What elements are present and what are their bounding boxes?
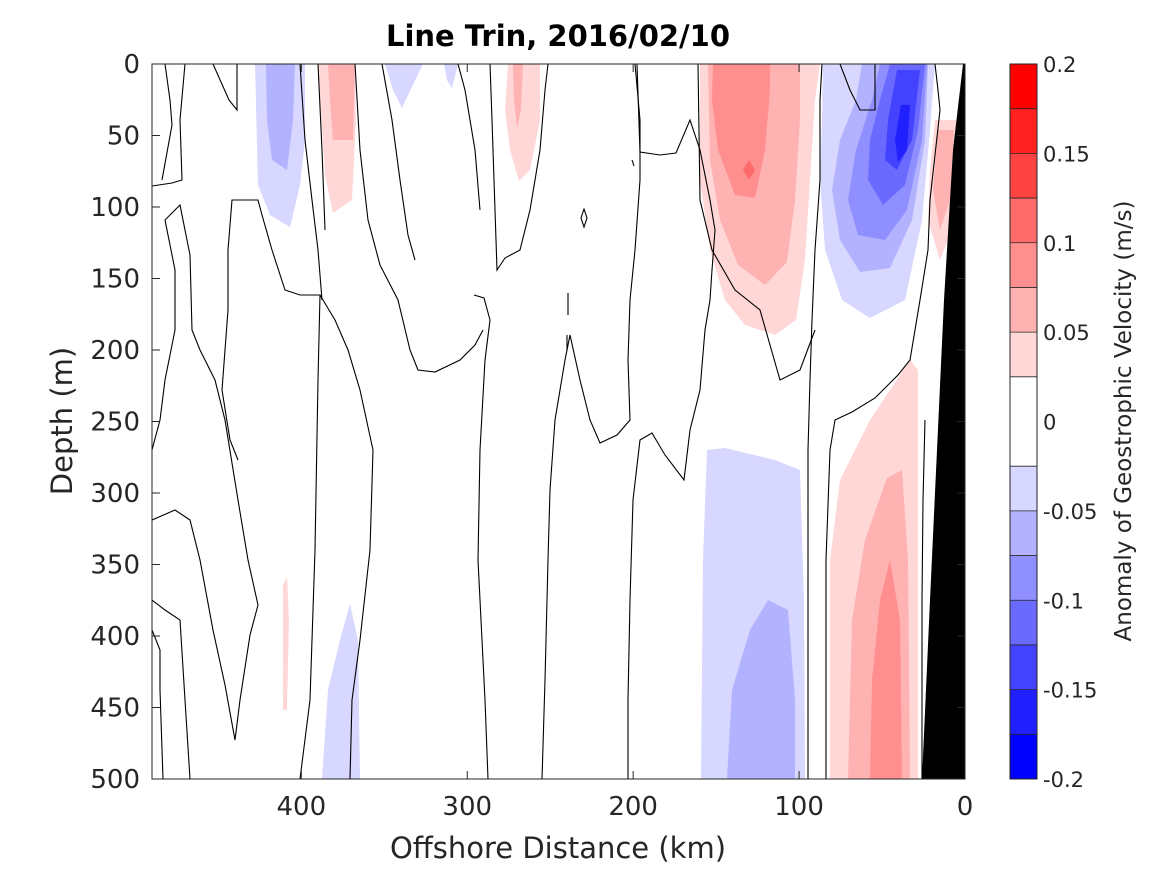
zero-contour-line: [825, 64, 941, 779]
y-tick-label: 300: [90, 479, 140, 509]
colorbar-swatch: [1010, 376, 1037, 467]
x-tick-label: 300: [442, 792, 492, 822]
colorbar: [1010, 64, 1037, 779]
zero-contour-line: [580, 207, 588, 229]
zero-contour-line: [354, 64, 484, 373]
colorbar-swatch: [1010, 287, 1037, 333]
colorbar-frame: [1009, 63, 1038, 780]
colorbar-tick-label: 0.15: [1043, 142, 1090, 166]
x-tick-label: 100: [774, 792, 824, 822]
zero-contour-line: [807, 64, 823, 779]
zero-contour-line: [381, 64, 416, 261]
x-tick-label: 0: [957, 792, 974, 822]
zero-contour-line: [152, 629, 164, 779]
contour-neg-305km: [444, 64, 458, 88]
colorbar-tick-label: -0.2: [1043, 768, 1084, 792]
y-tick-label: 100: [90, 193, 140, 223]
zero-contour-line: [319, 294, 374, 779]
y-tick-label: 150: [90, 265, 140, 295]
y-tick-label: 500: [90, 765, 140, 795]
colorbar-swatch: [1010, 734, 1037, 779]
y-tick-label: 350: [90, 551, 140, 581]
colorbar-swatch: [1010, 332, 1037, 377]
contour-pos-270km: [505, 64, 540, 181]
colorbar-tick-label: 0.2: [1043, 53, 1076, 77]
contour-pos-15km-core: [933, 130, 954, 230]
y-tick-label: 450: [90, 694, 140, 724]
x-axis-ticks: 400 300 200 100 0: [277, 64, 974, 822]
zero-contour-line: [457, 64, 481, 211]
colorbar-swatch: [1010, 689, 1037, 735]
y-tick-label: 250: [90, 408, 140, 438]
y-axis-ticks: 0 50 100 150 200 250 300 350 400 450 500: [90, 50, 965, 795]
zero-contour-line: [489, 64, 549, 272]
y-tick-label: 0: [123, 50, 140, 80]
x-tick-label: 400: [277, 792, 327, 822]
contour-pos-120km-l3: [712, 64, 770, 198]
colorbar-label: Anomaly of Geostrophic Velocity (m/s): [1111, 201, 1137, 642]
colorbar-tick-label: -0.15: [1043, 679, 1097, 703]
colorbar-swatch: [1010, 510, 1037, 556]
zero-contour-line: [631, 159, 635, 167]
zero-contours: [152, 64, 941, 779]
y-tick-label: 200: [90, 336, 140, 366]
contour-neg-340km: [385, 64, 423, 108]
chart-title: Line Trin, 2016/02/10: [386, 19, 730, 53]
zero-contour-line: [161, 64, 173, 181]
colorbar-swatch: [1010, 198, 1037, 243]
contour-pos-thin-410km: [283, 577, 289, 710]
zero-contour-line: [317, 64, 326, 231]
colorbar-tick-label: -0.05: [1043, 500, 1097, 524]
zero-contour-line: [566, 293, 569, 350]
seafloor-bathymetry: [922, 64, 965, 779]
y-tick-label: 50: [107, 122, 140, 152]
zero-contour-line: [541, 64, 641, 779]
contour-pos-270km-core: [513, 64, 523, 128]
colorbar-swatch: [1010, 242, 1037, 288]
zero-contour-line: [627, 64, 716, 779]
zero-contour-line: [221, 199, 321, 779]
zero-contour-line: [473, 294, 491, 779]
colorbar-tick-label: 0.1: [1043, 232, 1076, 256]
zero-contour-line: [152, 64, 186, 187]
x-axis-label: Offshore Distance (km): [390, 831, 726, 865]
contour-pos-deep-l3: [870, 560, 902, 779]
plot-area: [152, 64, 965, 779]
zero-contour-line: [299, 64, 323, 301]
colorbar-swatch: [1010, 153, 1037, 199]
zero-contour-line: [152, 599, 191, 779]
contour-pos-370km-core: [328, 64, 355, 140]
y-tick-label: 400: [90, 622, 140, 652]
contour-neg-40km-l6: [895, 105, 910, 162]
x-tick-label: 200: [608, 792, 658, 822]
colorbar-tick-label: -0.1: [1043, 589, 1084, 613]
colorbar-ticks: 0.2 0.15 0.1 0.05 0 -0.05 -0.1 -0.15 -0.2: [1043, 53, 1097, 792]
colorbar-swatch: [1010, 64, 1037, 109]
zero-contour-line: [152, 203, 259, 741]
contour-neg-400km-core: [266, 64, 295, 170]
colorbar-tick-label: 0.05: [1043, 321, 1090, 345]
contour-pos-120km-l4: [743, 160, 755, 180]
contour-neg-deep-l2: [727, 600, 795, 779]
filled-contours: [255, 64, 956, 779]
colorbar-swatch: [1010, 644, 1037, 690]
colorbar-tick-label: 0: [1043, 411, 1056, 435]
zero-contour-line: [921, 419, 926, 779]
zero-contour-line: [839, 64, 876, 111]
colorbar-swatch: [1010, 108, 1037, 154]
contour-neg-deep-380km: [322, 604, 360, 779]
colorbar-swatch: [1010, 555, 1037, 601]
zero-contour-line: [697, 64, 816, 381]
zero-contour-line: [212, 64, 238, 112]
y-axis-label: Depth (m): [45, 347, 79, 495]
colorbar-swatch: [1010, 600, 1037, 645]
colorbar-swatch: [1010, 466, 1037, 511]
